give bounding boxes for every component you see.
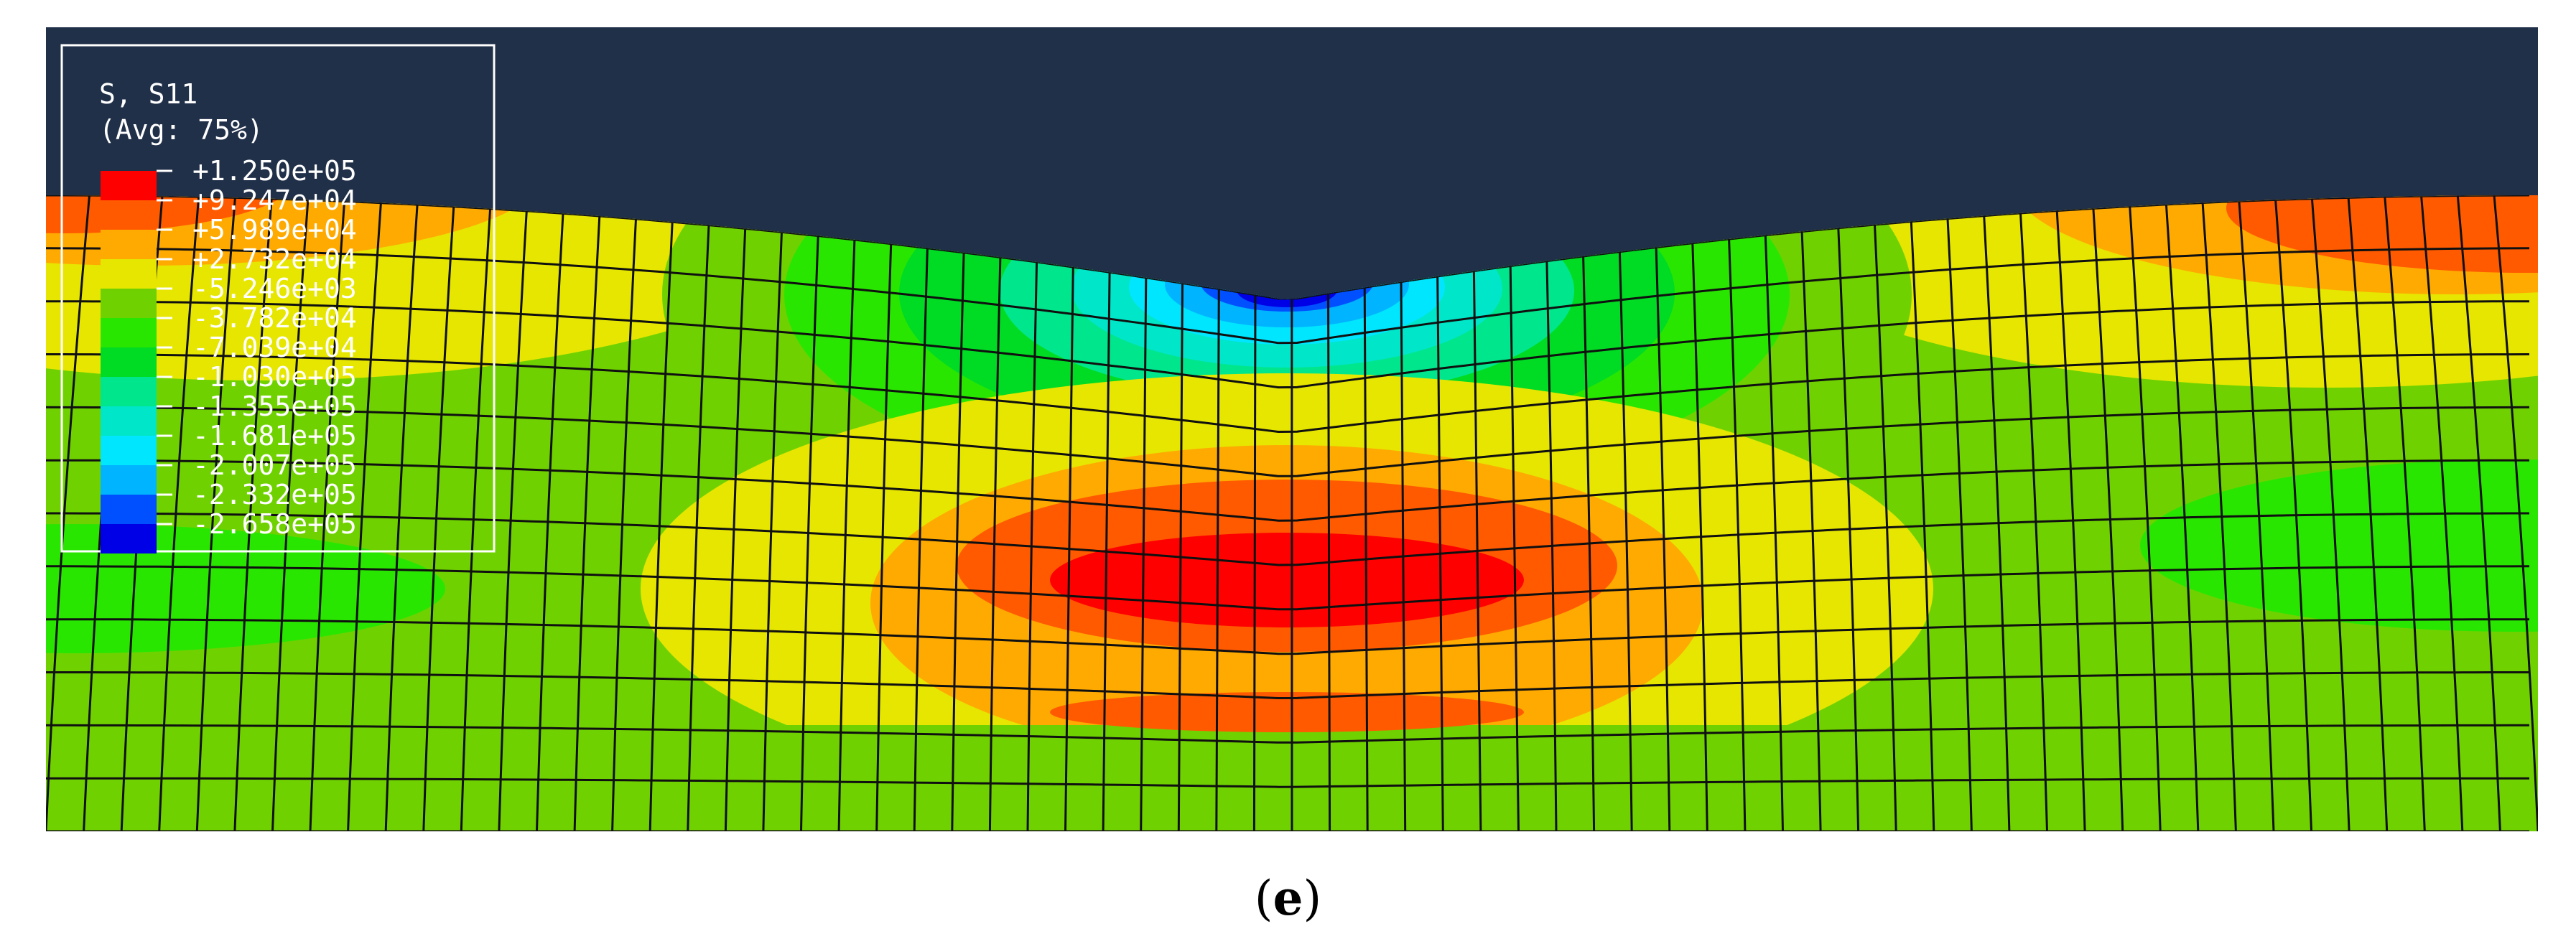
legend-swatch — [101, 347, 157, 377]
legend-swatch — [101, 406, 157, 436]
figure-caption: (e) — [0, 870, 2576, 926]
contour-band-right-red — [2226, 195, 2538, 273]
caption-letter: e — [1273, 870, 1303, 926]
caption-close: ) — [1303, 871, 1322, 926]
legend-swatch — [101, 377, 157, 406]
legend-title: S, S11 — [99, 78, 197, 110]
legend: S, S11 (Avg: 75%) +1.250e+05+9.247e+04+5… — [60, 44, 496, 553]
legend-level-label: -1.355e+05 — [192, 391, 357, 422]
contour-band-bulb-0 — [1050, 533, 1524, 627]
legend-swatch — [101, 465, 157, 495]
mesh-row-line — [46, 777, 2529, 788]
legend-swatch — [101, 259, 157, 289]
mesh-row-line — [46, 459, 2529, 522]
legend-frame — [60, 44, 496, 553]
legend-swatch — [101, 436, 157, 465]
legend-labels: +1.250e+05+9.247e+04+5.989e+04+2.732e+04… — [192, 155, 357, 540]
legend-swatch — [101, 495, 157, 524]
contour-band-right-edge — [2140, 459, 2538, 632]
legend-swatch — [101, 171, 157, 200]
legend-swatch — [101, 200, 157, 230]
legend-swatch — [101, 524, 157, 553]
contour-band-left-orange — [46, 195, 546, 266]
contour-band-left-red — [46, 195, 294, 233]
legend-swatch — [101, 230, 157, 259]
mesh-row-line — [46, 618, 2529, 655]
legend-level-label: +5.989e+04 — [192, 214, 357, 246]
legend-swatch — [101, 318, 157, 347]
legend-subtitle: (Avg: 75%) — [99, 114, 264, 146]
mesh-row-line — [46, 671, 2529, 700]
mesh-row-line — [46, 724, 2529, 744]
mesh-row-line — [46, 300, 2529, 389]
legend-level-label: -1.030e+05 — [192, 361, 357, 393]
contour-band-right-orange — [2011, 195, 2538, 294]
contour-band-right-yellow — [1680, 195, 2538, 388]
legend-level-label: +9.247e+04 — [192, 184, 357, 216]
legend-level-label: -1.681e+05 — [192, 420, 357, 452]
legend-level-label: -2.332e+05 — [192, 479, 357, 510]
mesh-row-line — [46, 247, 2530, 345]
legend-swatch — [101, 289, 157, 318]
mesh-row-line — [46, 565, 2530, 611]
legend-level-label: -3.782e+04 — [192, 302, 357, 334]
mesh-row-line — [46, 353, 2530, 434]
caption-open: ( — [1254, 871, 1273, 926]
mesh-row-line — [46, 512, 2529, 566]
legend-level-label: -2.658e+05 — [192, 508, 357, 540]
legend-level-label: +1.250e+05 — [192, 155, 357, 187]
mesh-row-line — [46, 406, 2530, 477]
legend-level-label: -7.039e+04 — [192, 332, 357, 363]
legend-swatches — [101, 169, 172, 553]
legend-level-label: +2.732e+04 — [192, 243, 357, 275]
legend-level-label: -5.246e+03 — [192, 273, 357, 304]
contour-band-left-yellow — [46, 195, 891, 380]
legend-level-label: -2.007e+05 — [192, 449, 357, 481]
